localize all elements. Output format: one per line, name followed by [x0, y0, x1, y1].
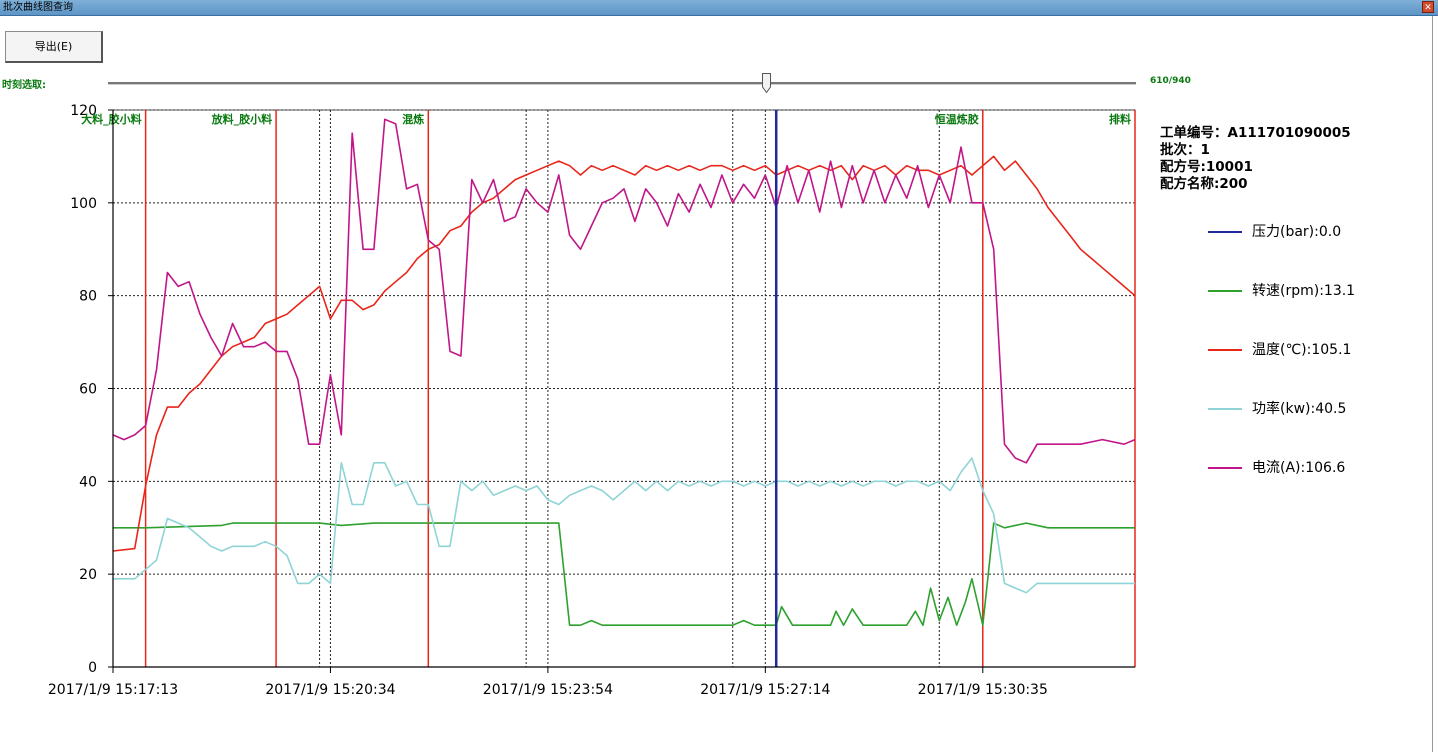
plot-frame	[112, 109, 1136, 668]
y-tick-label: 100	[70, 196, 97, 212]
legend-swatch-speed	[1208, 290, 1242, 292]
time-select-label: 时刻选取:	[2, 80, 46, 91]
legend-label-pressure: 压力(bar):0.0	[1252, 224, 1342, 240]
y-tick-label: 80	[79, 289, 97, 305]
close-icon[interactable]: ✕	[1422, 1, 1434, 13]
window-title: 批次曲线图查询	[3, 2, 73, 13]
phase-label: 混炼	[402, 112, 424, 126]
time-slider-track[interactable]	[108, 82, 1136, 85]
series-line	[112, 118, 1136, 464]
x-tick-label: 2017/1/9 15:20:34	[265, 682, 395, 698]
slider-counter: 610/940	[1150, 76, 1191, 86]
window-right-border	[1432, 16, 1433, 752]
legend-label-power: 功率(kw):40.5	[1252, 401, 1347, 417]
legend-label-speed: 转速(rpm):13.1	[1252, 283, 1356, 299]
series-line	[112, 155, 1136, 552]
y-tick-label: 60	[79, 382, 97, 398]
x-tick-label: 2017/1/9 15:27:14	[700, 682, 830, 698]
y-tick-label: 0	[88, 660, 97, 676]
time-slider-thumb[interactable]	[762, 73, 771, 93]
recipe-name: 配方名称:200	[1160, 176, 1248, 192]
export-button[interactable]: 导出(E)	[5, 31, 103, 63]
legend-swatch-power	[1208, 408, 1242, 410]
series-line	[113, 457, 1135, 594]
y-tick-label: 20	[79, 567, 97, 583]
batch-curve-chart: 0 20 40 60 80 100 120 2017/1/9 15:17:13 2017/1/9…	[48, 103, 1136, 698]
phase-label: 大料_胶小料	[81, 112, 142, 126]
legend-swatch-current	[1208, 467, 1242, 469]
legend-label-current: 电流(A):106.6	[1252, 460, 1346, 476]
y-tick-label: 40	[79, 474, 97, 490]
title-bar: 批次曲线图查询 ✕	[0, 0, 1438, 16]
legend-label-temperature: 温度(℃):105.1	[1252, 342, 1352, 358]
batch-info: 工单编号：A111701090005 批次：1 配方号:10001 配方名称:2…	[1160, 125, 1351, 193]
legend-swatch-temperature	[1208, 349, 1242, 351]
x-tick-label: 2017/1/9 15:30:35	[918, 682, 1048, 698]
batch-number: 批次：1	[1160, 142, 1210, 158]
work-order-number: 工单编号：A111701090005	[1160, 125, 1351, 141]
phase-label: 放料_胶小料	[211, 112, 273, 126]
x-tick-label: 2017/1/9 15:23:54	[483, 682, 613, 698]
legend-swatch-pressure	[1208, 231, 1242, 233]
recipe-number: 配方号:10001	[1160, 159, 1253, 175]
phase-label: 排料	[1109, 112, 1131, 126]
x-tick-label: 2017/1/9 15:17:13	[48, 682, 178, 698]
y-tick-label: 120	[70, 103, 97, 119]
phase-label: 恒温炼胶	[935, 112, 979, 126]
